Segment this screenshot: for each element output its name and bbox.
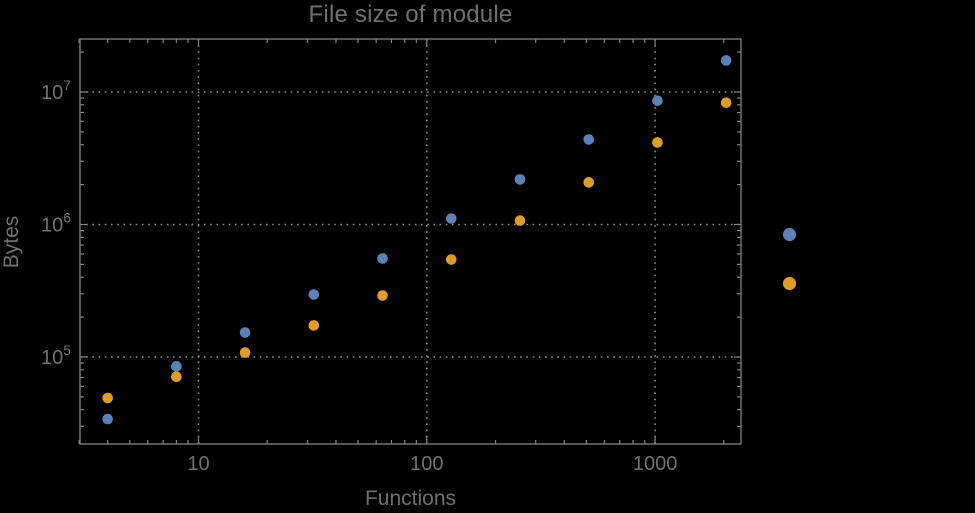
- data-point: [377, 290, 388, 301]
- data-point: [583, 177, 595, 188]
- data-point: [583, 134, 595, 145]
- data-point: [652, 137, 663, 148]
- grid-lines: [80, 39, 741, 444]
- chart-title: File size of module: [308, 1, 513, 28]
- y-tick-label: 105: [41, 342, 71, 369]
- x-axis-label: Functions: [364, 487, 457, 510]
- x-tick-label: 10: [187, 453, 209, 475]
- plot-frame: [79, 38, 742, 445]
- data-point: [239, 327, 251, 338]
- legend: [782, 227, 797, 291]
- y-tick-label: 107: [41, 77, 71, 104]
- data-point: [514, 174, 526, 185]
- data-point: [445, 213, 457, 224]
- data-point: [171, 361, 182, 372]
- data-point: [102, 392, 113, 404]
- data-point: [652, 95, 663, 106]
- x-tick-label: 1000: [633, 453, 678, 475]
- data-point: [102, 413, 113, 425]
- data-point: [308, 320, 320, 331]
- series-series-orange: [102, 97, 732, 404]
- data-point: [445, 254, 457, 265]
- y-axis-label: Bytes: [0, 215, 23, 269]
- data-point: [171, 371, 182, 383]
- data-point: [720, 97, 732, 109]
- data-point: [377, 253, 388, 264]
- axis-ticks: [78, 39, 741, 444]
- data-point: [308, 289, 320, 300]
- series-series-blue: [102, 55, 732, 425]
- legend-marker: [782, 227, 797, 242]
- legend-marker: [782, 276, 797, 291]
- x-tick-label: 100: [410, 453, 443, 475]
- y-tick-label: 106: [41, 210, 71, 237]
- data-point: [720, 55, 732, 66]
- data-point: [239, 347, 251, 358]
- data-point: [514, 215, 526, 226]
- tick-labels: 10 100 1000 105 106 107: [41, 77, 677, 475]
